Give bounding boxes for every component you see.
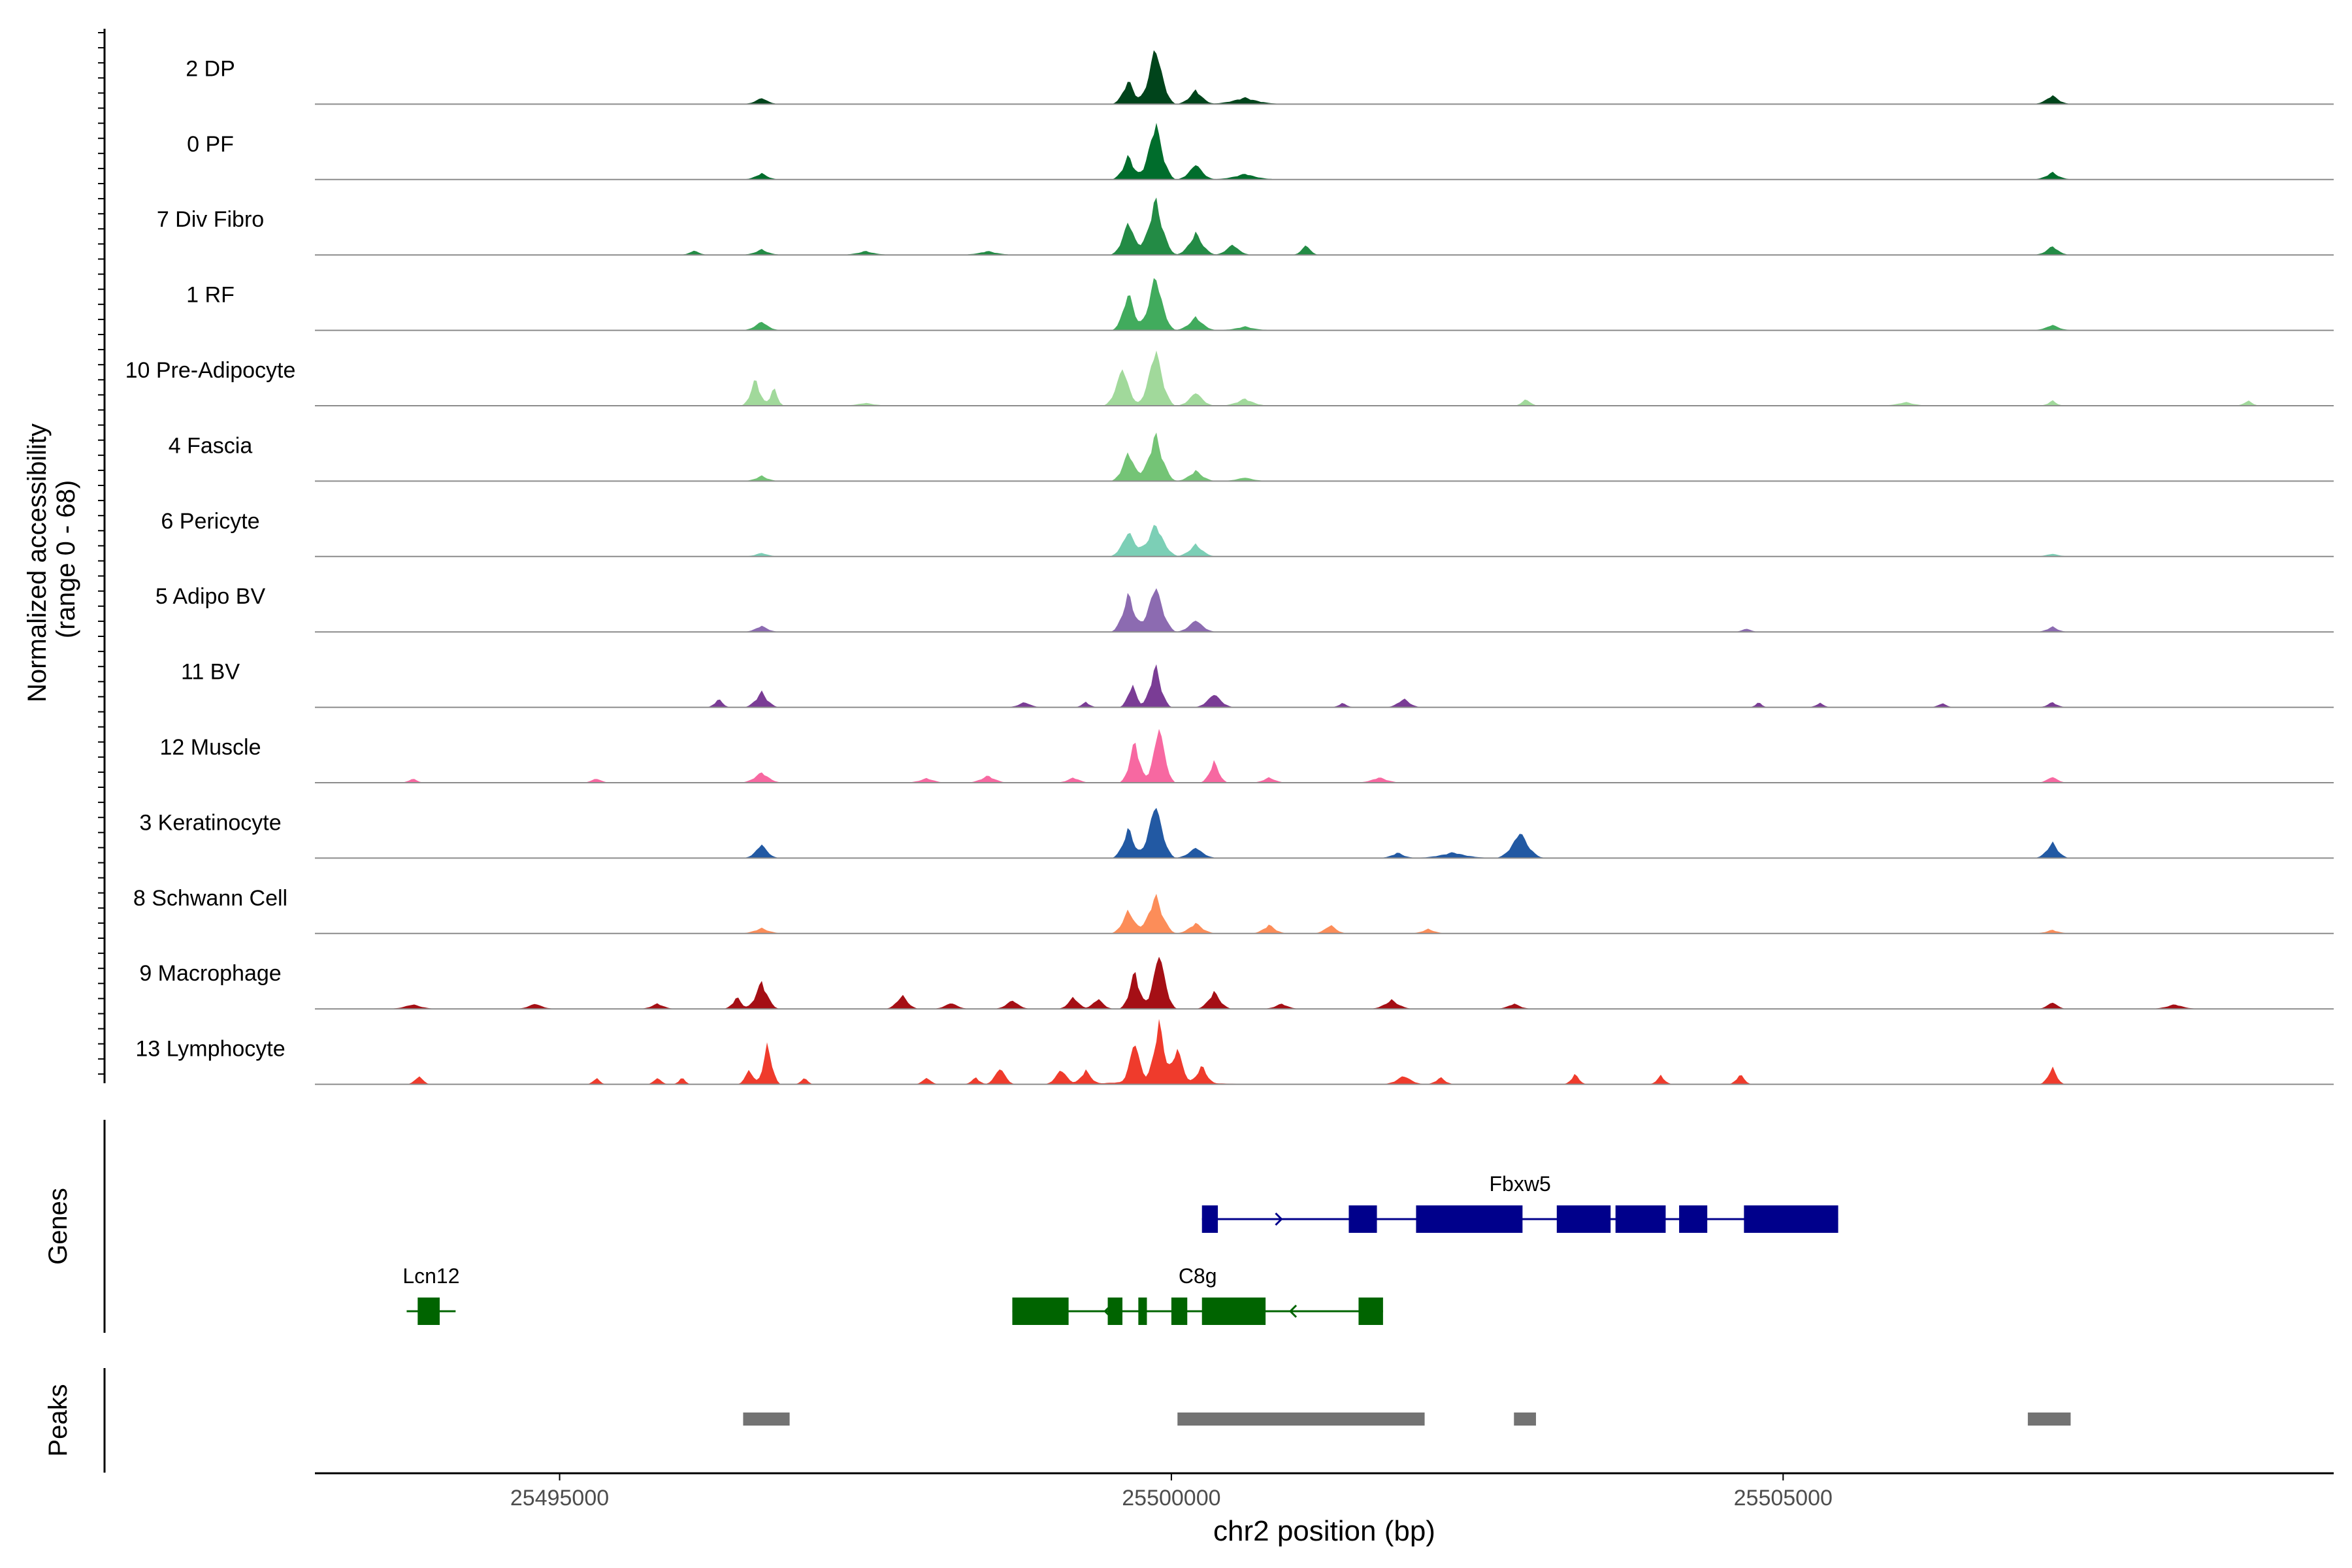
y-axis-ticks: [98, 32, 105, 1075]
track-5-adipo-bv: 5 Adipo BV: [155, 584, 2334, 633]
gene-exon: [1744, 1205, 1838, 1233]
track-13-lymphocyte: 13 Lymphocyte: [135, 1019, 2334, 1085]
track-6-pericyte: 6 Pericyte: [161, 509, 2334, 557]
coverage-area-13-lymphocyte: [315, 1019, 2334, 1085]
peak-region: [2027, 1413, 2071, 1426]
coverage-area-2-dp: [315, 50, 2334, 105]
y-axis: [98, 29, 106, 1083]
gene-models: Fbxw5 C8g Lcn12: [402, 1172, 1838, 1325]
coverage-area-12-muscle: [315, 728, 2334, 783]
track-8-schwann-cell: 8 Schwann Cell: [133, 886, 2334, 934]
gene-exon: [1138, 1298, 1147, 1325]
track-9-macrophage: 9 Macrophage: [139, 956, 2334, 1010]
gene-exon: [417, 1298, 440, 1325]
y-axis-label: Normalized accessibility (range 0 - 68): [23, 416, 80, 702]
track-11-bv: 11 BV: [181, 660, 2334, 708]
track-label-6-pericyte: 6 Pericyte: [161, 509, 259, 534]
track-7-div-fibro: 7 Div Fibro: [157, 197, 2334, 256]
track-label-8-schwann-cell: 8 Schwann Cell: [133, 886, 287, 911]
track-label-3-keratinocyte: 3 Keratinocyte: [139, 810, 281, 835]
track-label-12-muscle: 12 Muscle: [160, 735, 261, 760]
coverage-area-11-bv: [315, 664, 2334, 708]
peak-region: [743, 1413, 790, 1426]
gene-exon: [1358, 1298, 1383, 1325]
genes-panel: Genes Fbxw5 C8g Lcn12: [44, 1120, 1838, 1333]
track-label-7-div-fibro: 7 Div Fibro: [157, 207, 264, 232]
track-label-11-bv: 11 BV: [181, 660, 240, 685]
x-axis-label: chr2 position (bp): [1213, 1515, 1435, 1547]
x-axis: 25495000 25500000 25505000: [315, 1472, 2334, 1511]
track-label-9-macrophage: 9 Macrophage: [139, 961, 281, 986]
peaks-panel-label: Peaks: [44, 1384, 73, 1456]
gene-label-c8g: C8g: [1179, 1264, 1217, 1288]
strand-arrow: [1288, 1304, 1298, 1318]
coverage-area-0-pf: [315, 123, 2334, 180]
track-label-10-pre-adipocyte: 10 Pre-Adipocyte: [125, 358, 296, 383]
genes-panel-label: Genes: [44, 1188, 73, 1265]
gene-exon: [1615, 1205, 1666, 1233]
x-tick-label: 25495000: [510, 1486, 609, 1511]
gene-exon: [1012, 1298, 1069, 1325]
gene-exon: [1107, 1298, 1122, 1325]
peak-regions: [743, 1413, 2071, 1426]
gene-c8g: C8g: [1012, 1264, 1383, 1325]
gene-exon: [1416, 1205, 1523, 1233]
track-1-rf: 1 RF: [186, 278, 2334, 331]
track-label-0-pf: 0 PF: [187, 132, 234, 157]
x-tick-label: 25500000: [1122, 1486, 1220, 1511]
gene-exon: [1348, 1205, 1377, 1233]
coverage-area-5-adipo-bv: [315, 588, 2334, 632]
track-label-2-dp: 2 DP: [186, 56, 235, 81]
track-label-5-adipo-bv: 5 Adipo BV: [155, 584, 266, 609]
track-label-4-fascia: 4 Fascia: [169, 433, 253, 458]
strand-arrow: [1275, 1212, 1283, 1226]
coverage-area-3-keratinocyte: [315, 808, 2334, 858]
coverage-area-1-rf: [315, 278, 2334, 331]
track-3-keratinocyte: 3 Keratinocyte: [139, 808, 2334, 859]
gene-label-fbxw5: Fbxw5: [1490, 1172, 1551, 1196]
coverage-area-10-pre-adipocyte: [315, 350, 2334, 406]
gene-exon: [1171, 1298, 1188, 1325]
gene-label-lcn12: Lcn12: [402, 1264, 459, 1288]
track-10-pre-adipocyte: 10 Pre-Adipocyte: [125, 350, 2334, 406]
coverage-area-7-div-fibro: [315, 197, 2334, 255]
coverage-area-8-schwann-cell: [315, 894, 2334, 934]
x-tick-label: 25505000: [1734, 1486, 1833, 1511]
coverage-area-4-fascia: [315, 433, 2334, 482]
gene-exon: [1556, 1205, 1611, 1233]
gene-exon: [1679, 1205, 1708, 1233]
track-label-1-rf: 1 RF: [186, 283, 235, 308]
coverage-tracks: 2 DP 0 PF 7 Div Fibro 1 RF 10 Pre-Adipocyte 4…: [125, 50, 2334, 1085]
track-2-dp: 2 DP: [186, 50, 2334, 105]
gene-exon: [1201, 1298, 1266, 1325]
track-0-pf: 0 PF: [187, 123, 2334, 180]
track-12-muscle: 12 Muscle: [160, 728, 2334, 783]
coverage-area-9-macrophage: [315, 956, 2334, 1009]
peak-region: [1177, 1413, 1425, 1426]
gene-lcn12: Lcn12: [402, 1264, 460, 1325]
gene-fbxw5: Fbxw5: [1201, 1172, 1838, 1233]
track-4-fascia: 4 Fascia: [169, 433, 2334, 482]
x-axis-ticks: 25495000 25500000 25505000: [510, 1473, 1833, 1511]
gene-exon: [1201, 1205, 1218, 1233]
peaks-panel: Peaks: [44, 1368, 2071, 1473]
y-axis-label-line2: (range 0 - 68): [52, 480, 80, 638]
track-label-13-lymphocyte: 13 Lymphocyte: [135, 1037, 285, 1062]
coverage-area-6-pericyte: [315, 525, 2334, 557]
peak-region: [1514, 1413, 1536, 1426]
y-axis-label-line1: Normalized accessibility: [23, 423, 52, 702]
